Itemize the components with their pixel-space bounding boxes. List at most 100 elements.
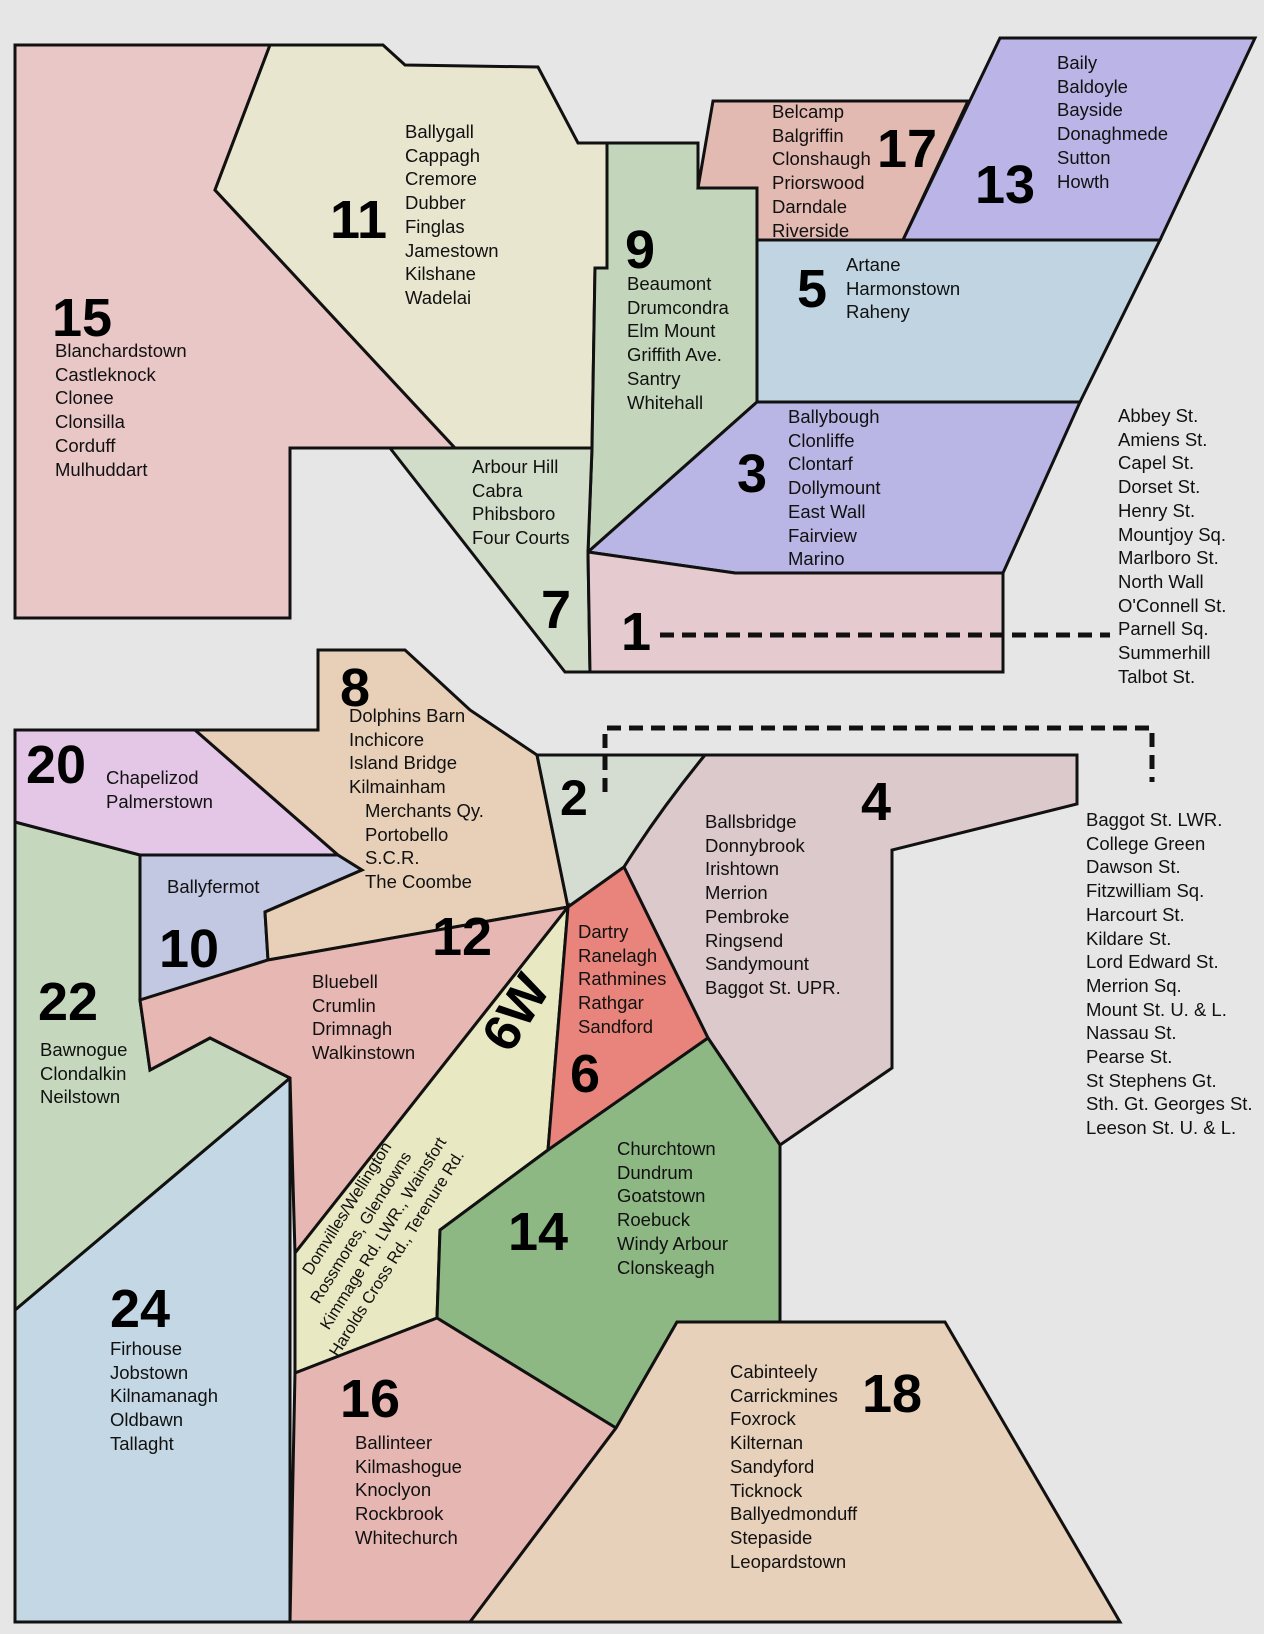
area-name: Dartry xyxy=(578,921,629,942)
area-name: Sandymount xyxy=(705,953,809,975)
district-1-region[interactable] xyxy=(586,550,1005,674)
district-9-areas: Beaumont Drumcondra Elm Mount Griffith A… xyxy=(627,272,729,414)
district-18-areas: Cabinteely Carrickmines Foxrock Kilterna… xyxy=(730,1360,857,1573)
district-12-region[interactable] xyxy=(138,904,572,1258)
area-name: Leeson St. U. & L. xyxy=(1086,1117,1237,1139)
area-name: Baldoyle xyxy=(1057,75,1128,97)
area-name: Finglas xyxy=(405,215,465,237)
area-name: O'Connell St. xyxy=(1118,594,1227,616)
area-name: Dolphins Barn xyxy=(349,705,466,726)
area-name: Churchtown xyxy=(617,1138,716,1159)
district-22-areas: Bawnogue Clondalkin Neilstown xyxy=(40,1038,127,1109)
area-name: S.C.R. xyxy=(365,847,420,869)
area-name: The Coombe xyxy=(365,870,472,892)
area-name: Irishtown xyxy=(705,858,780,880)
area-name: Sandford xyxy=(578,1015,654,1037)
area-name: Priorswood xyxy=(772,172,865,194)
area-name: Ticknock xyxy=(730,1479,803,1501)
district-1-number: 1 xyxy=(621,602,651,662)
district-2-areas: Baggot St. LWR. College Green Dawson St.… xyxy=(1086,808,1253,1140)
district-14-number: 14 xyxy=(508,1202,568,1262)
area-name: Ballygall xyxy=(405,121,474,142)
area-name: Bayside xyxy=(1057,99,1123,121)
district-5-number: 5 xyxy=(797,259,827,319)
area-name: Ballyedmonduff xyxy=(730,1503,858,1525)
area-name: Howth xyxy=(1057,170,1110,192)
district-16-areas: Ballinteer Kilmashogue Knoclyon Rockbroo… xyxy=(355,1431,462,1550)
area-name: Mount St. U. & L. xyxy=(1086,998,1227,1020)
area-name: Parnell Sq. xyxy=(1118,618,1209,640)
area-name: Sandyford xyxy=(730,1455,815,1477)
area-name: Santry xyxy=(627,367,681,389)
area-name: Merchants Qy. xyxy=(365,799,484,821)
area-name: Phibsboro xyxy=(472,503,556,525)
area-name: Island Bridge xyxy=(349,752,457,774)
district-16-number: 16 xyxy=(340,1369,400,1429)
district-17-areas: Belcamp Balgriffin Clonshaugh Priorswood… xyxy=(772,100,871,242)
area-name: Inchicore xyxy=(349,728,425,750)
area-name: Clonsilla xyxy=(55,411,125,433)
district-24-number: 24 xyxy=(110,1279,170,1339)
area-name: Rathgar xyxy=(578,992,644,1014)
area-name: Nassau St. xyxy=(1086,1022,1177,1044)
area-name: Harcourt St. xyxy=(1086,903,1185,925)
area-name: Palmerstown xyxy=(106,790,213,812)
area-name: Castleknock xyxy=(55,363,156,385)
area-name: Corduff xyxy=(55,434,116,456)
district-2-leader-line xyxy=(602,725,1155,792)
area-name: Roebuck xyxy=(617,1209,691,1231)
area-name: Kilnamanagh xyxy=(110,1385,218,1407)
area-name: Kilternan xyxy=(730,1432,804,1454)
area-name: Clonshaugh xyxy=(772,148,871,170)
district-18-number: 18 xyxy=(862,1364,922,1424)
area-name: Summerhill xyxy=(1118,642,1211,664)
area-name: Balgriffin xyxy=(772,124,844,146)
area-name: Leopardstown xyxy=(730,1550,847,1572)
area-name: Riverside xyxy=(772,219,850,241)
area-name: Foxrock xyxy=(730,1408,796,1430)
district-4-region[interactable] xyxy=(622,753,1079,1148)
district-2-number: 2 xyxy=(560,770,588,826)
area-name: Ballybough xyxy=(788,406,880,427)
area-name: Griffith Ave. xyxy=(627,344,722,366)
area-name: Dorset St. xyxy=(1118,476,1201,498)
area-name: Amiens St. xyxy=(1118,428,1208,450)
area-name: Knoclyon xyxy=(355,1479,432,1501)
area-name: Whitechurch xyxy=(355,1526,458,1548)
area-name: Clonliffe xyxy=(788,429,855,451)
area-name: Blanchardstown xyxy=(55,340,187,361)
district-10-number: 10 xyxy=(159,919,219,979)
district-3-number: 3 xyxy=(737,444,767,504)
area-name: Ballinteer xyxy=(355,1432,433,1453)
area-name: Arbour Hill xyxy=(472,456,559,477)
area-name: Lord Edward St. xyxy=(1086,951,1219,973)
area-name: Kilmainham xyxy=(349,776,446,798)
area-name: Pembroke xyxy=(705,905,790,927)
area-name: Sth. Gt. Georges St. xyxy=(1086,1093,1253,1115)
area-name: Abbey St. xyxy=(1118,405,1199,426)
area-name: College Green xyxy=(1086,832,1206,854)
area-name: Pearse St. xyxy=(1086,1046,1173,1068)
area-name: Neilstown xyxy=(40,1086,121,1108)
district-22-number: 22 xyxy=(38,972,98,1032)
area-name: Kildare St. xyxy=(1086,927,1172,949)
area-name: Cabinteely xyxy=(730,1361,818,1382)
area-name: Ballyfermot xyxy=(167,876,260,897)
district-8-areas: Dolphins Barn Inchicore Island Bridge Ki… xyxy=(349,704,484,894)
area-name: Walkinstown xyxy=(312,1042,416,1064)
district-17-number: 17 xyxy=(877,119,937,179)
district-12-areas: Bluebell Crumlin Drimnagh Walkinstown xyxy=(312,970,415,1065)
area-name: Stepaside xyxy=(730,1526,813,1548)
district-18-region[interactable] xyxy=(466,1320,1123,1624)
area-name: Dubber xyxy=(405,192,466,214)
district-4-number: 4 xyxy=(861,772,891,832)
area-name: Marino xyxy=(788,548,845,570)
area-name: Clondalkin xyxy=(40,1062,127,1084)
area-name: St Stephens Gt. xyxy=(1086,1069,1217,1091)
district-15-areas: Blanchardstown Castleknock Clonee Clonsi… xyxy=(55,339,187,481)
north-region xyxy=(13,36,1258,674)
area-name: Cremore xyxy=(405,168,477,190)
district-6-areas: Dartry Ranelagh Rathmines Rathgar Sandfo… xyxy=(578,920,666,1039)
area-name: Dawson St. xyxy=(1086,856,1181,878)
area-name: Rockbrook xyxy=(355,1503,444,1525)
